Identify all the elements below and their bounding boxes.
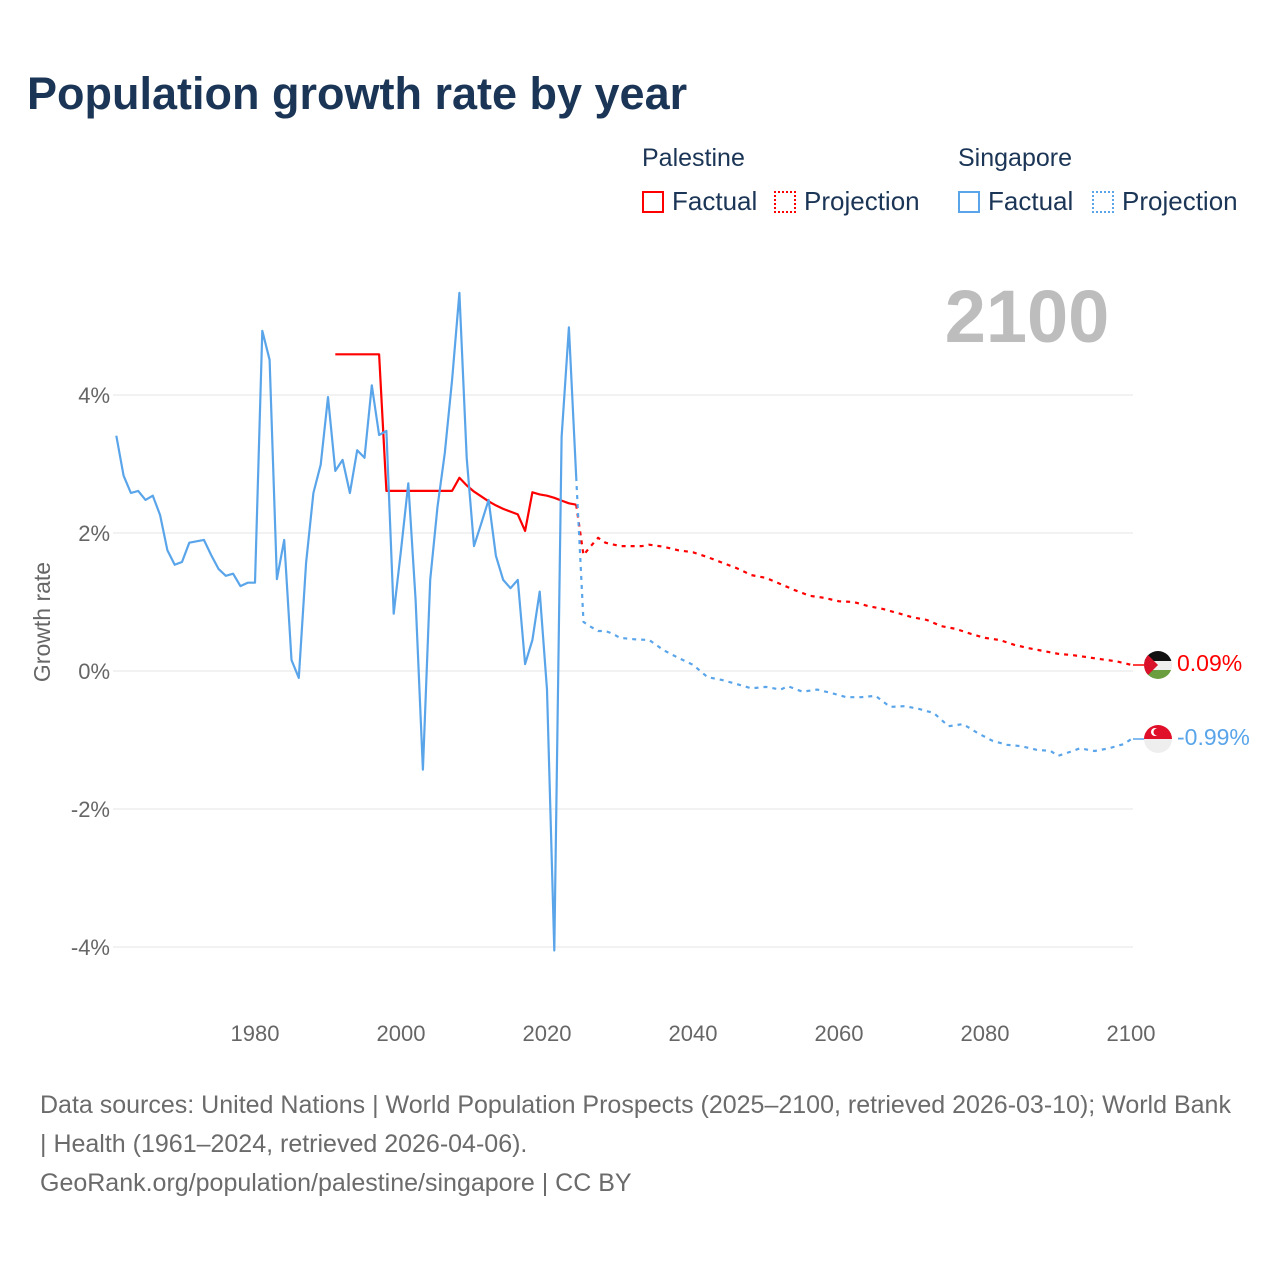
singapore-projection-line: [575, 477, 1132, 757]
footer: Data sources: United Nations | World Pop…: [40, 1086, 1240, 1203]
solid-swatch-icon: [642, 190, 664, 213]
singapore-factual-line: [115, 291, 578, 952]
y-tick-label: 2%: [78, 521, 110, 546]
legend-singapore-factual[interactable]: Factual: [958, 186, 1073, 217]
dotted-swatch-icon: [774, 190, 796, 213]
legend-label: Projection: [804, 186, 920, 216]
dotted-swatch-icon: [1092, 190, 1114, 213]
palestine-factual-line: [335, 353, 577, 532]
x-tick-label: 2060: [815, 1021, 864, 1046]
legend-palestine: Palestine Factual Projection: [642, 144, 920, 216]
legend-singapore-title: Singapore: [958, 144, 1072, 172]
source-link[interactable]: GeoRank.org/population/palestine/singapo…: [40, 1169, 632, 1197]
chart-area: 4% 2% 0% -2% -4% 1980 2000 2020 2040 2060 2080 2100…: [29, 275, 1250, 1046]
singapore-end-value: -0.99%: [1177, 724, 1250, 750]
y-tick-label: -4%: [71, 935, 110, 960]
current-year-label: 2100: [945, 275, 1110, 358]
palestine-flag-icon: [1144, 651, 1172, 679]
y-axis-label: Growth rate: [29, 562, 55, 682]
x-tick-label: 2040: [669, 1021, 718, 1046]
legend-label: Factual: [672, 186, 758, 216]
legend-singapore: Singapore Factual Projection: [958, 144, 1238, 216]
solid-swatch-icon: [958, 190, 980, 213]
singapore-flag-icon: [1144, 725, 1172, 753]
palestine-end-value: 0.09%: [1177, 650, 1242, 676]
legend-singapore-projection[interactable]: Projection: [1092, 186, 1238, 217]
data-sources: Data sources: United Nations | World Pop…: [40, 1091, 1231, 1158]
legend-palestine-factual[interactable]: Factual: [642, 186, 757, 217]
y-tick-label: -2%: [71, 797, 110, 822]
x-tick-label: 2000: [377, 1021, 426, 1046]
x-tick-label: 2020: [523, 1021, 572, 1046]
legend-label: Projection: [1122, 186, 1238, 216]
chart-title: Population growth rate by year: [27, 68, 688, 119]
legend-palestine-title: Palestine: [642, 144, 745, 172]
y-tick-label: 4%: [78, 383, 110, 408]
legend-palestine-projection[interactable]: Projection: [774, 186, 920, 217]
y-tick-label: 0%: [78, 659, 110, 684]
palestine-projection-line: [575, 504, 1132, 666]
legend-label: Factual: [988, 186, 1074, 216]
x-tick-label: 2100: [1107, 1021, 1156, 1046]
x-tick-label: 1980: [231, 1021, 280, 1046]
x-tick-label: 2080: [961, 1021, 1010, 1046]
